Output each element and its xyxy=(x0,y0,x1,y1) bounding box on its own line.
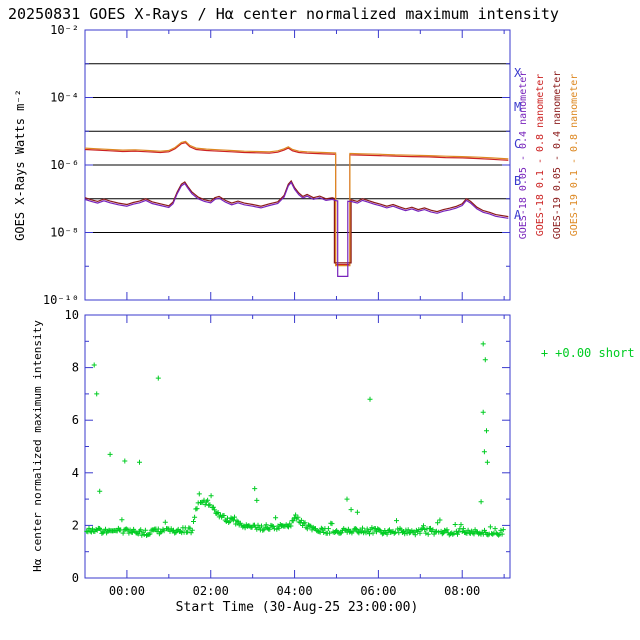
halpha-y-axis-label: Hα center normalized maximum intensity xyxy=(31,320,44,572)
y-tick-label: 10⁻¹⁰ xyxy=(43,293,79,307)
xray-series-goes18-short xyxy=(84,181,509,277)
x-tick-label: 02:00 xyxy=(193,584,229,598)
halpha-scatter xyxy=(84,341,506,538)
halpha-plot-frame xyxy=(84,314,511,579)
halpha-legend: + +0.00 short xyxy=(512,332,635,374)
flare-class-C: C xyxy=(514,136,522,151)
x-tick-label: 04:00 xyxy=(277,584,313,598)
x-axis-label: Start Time (30-Aug-25 23:00:00) xyxy=(175,600,419,615)
y-tick-label: 8 xyxy=(72,361,79,375)
legend-entry-goes19-long: GOES-19 0.1 - 0.8 nanometer xyxy=(569,73,580,237)
y-tick-label: 10⁻⁸ xyxy=(50,226,79,240)
legend-entry-goes19-short: GOES-19 0.05 - 0.4 nanometer xyxy=(552,70,563,240)
flare-class-M: M xyxy=(514,99,522,114)
y-tick-label: 6 xyxy=(72,413,79,427)
legend-entry-goes18-long: GOES-18 0.1 - 0.8 nanometer xyxy=(535,73,546,237)
flare-class-B: B xyxy=(514,173,522,188)
y-tick-label: 10⁻⁶ xyxy=(50,158,79,172)
y-tick-label: 4 xyxy=(72,466,79,480)
x-tick-label: 08:00 xyxy=(444,584,480,598)
x-tick-label: 06:00 xyxy=(360,584,396,598)
y-tick-label: 10 xyxy=(65,308,79,322)
y-tick-label: 10⁻² xyxy=(50,23,79,37)
y-tick-label: 2 xyxy=(72,518,79,532)
y-tick-label: 10⁻⁴ xyxy=(50,91,79,105)
xray-series-goes18-long xyxy=(84,142,509,266)
x-tick-label: 00:00 xyxy=(109,584,145,598)
page-title: 20250831 GOES X-Rays / Hα center normali… xyxy=(8,5,559,23)
xray-series-goes19-short xyxy=(84,179,509,264)
flare-class-X: X xyxy=(514,65,522,80)
halpha-legend-label: +0.00 short xyxy=(555,346,635,360)
xray-series-goes19-long xyxy=(84,140,509,267)
flare-class-A: A xyxy=(514,207,522,222)
plus-marker-icon: + xyxy=(540,346,549,360)
y-tick-label: 0 xyxy=(72,571,79,585)
xray-y-axis-label: GOES X-Rays Watts m⁻² xyxy=(13,89,27,241)
